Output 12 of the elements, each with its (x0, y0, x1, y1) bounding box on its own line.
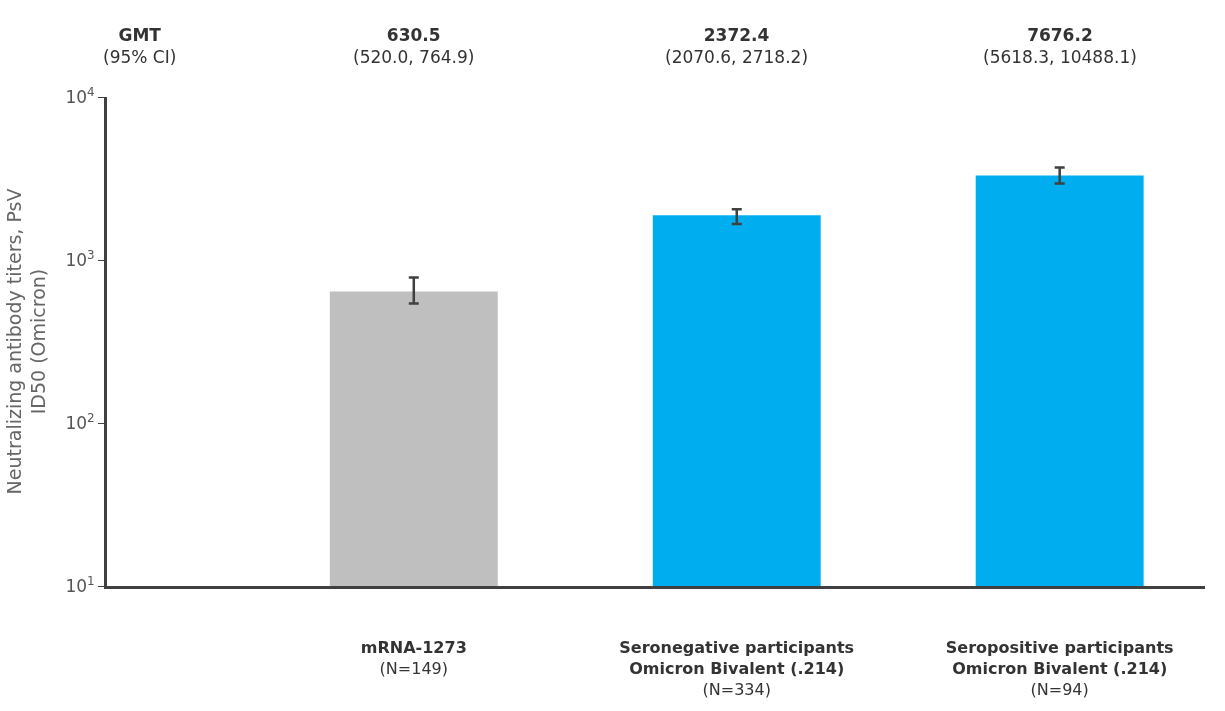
text: 2372.4 (2070.6, 2718.2) (665, 25, 809, 68)
x-tick-label: Seronegative participants Omicron Bivalent (.214) (N=334) (619, 638, 855, 699)
text: 630.5 (520.0, 764.9) (353, 25, 475, 68)
y-tick-label: 10$^{4}$ (65, 84, 95, 107)
x-tick-label: mRNA-1273 (N=149) (360, 638, 467, 678)
x-tick-label: Seropositive participants Omicron Bivalent (.214) (N=94) (945, 638, 1174, 699)
y-tick-label: 10$^{3}$ (65, 247, 95, 270)
text: 7676.2 (5618.3, 10488.1) (983, 25, 1137, 68)
y-tick-label: 10$^{1}$ (65, 573, 95, 596)
text: GMT (95% CI) (103, 25, 177, 68)
y-tick-label: 10$^{2}$ (65, 410, 95, 433)
y-axis-title: Neutralizing antibody titers, PsV ID50 (Omicron) (2, 188, 50, 495)
